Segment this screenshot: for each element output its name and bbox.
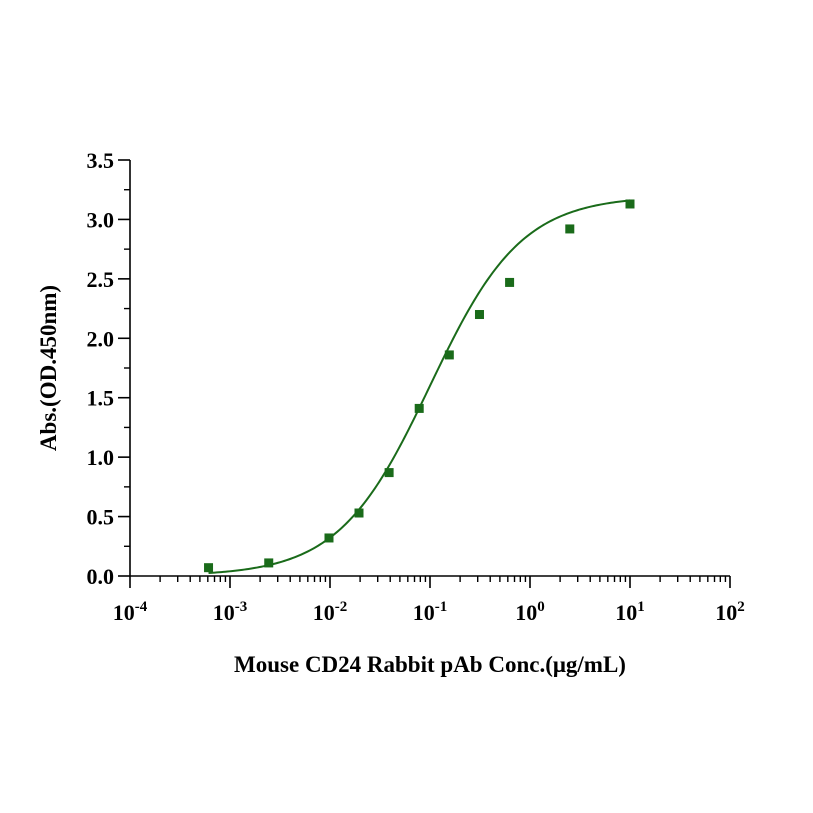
y-tick-label: 0.5 — [87, 505, 115, 530]
data-point — [505, 277, 515, 287]
x-tick-label: 10-2 — [313, 599, 348, 625]
data-point — [565, 224, 575, 234]
x-tick-label: 10-1 — [413, 599, 448, 625]
x-tick-label: 10-3 — [213, 599, 248, 625]
y-tick-label: 0.0 — [87, 564, 115, 589]
data-point — [204, 563, 214, 573]
data-point — [264, 558, 274, 568]
data-point — [324, 533, 334, 543]
x-axis-title: Mouse CD24 Rabbit pAb Conc.(μg/mL) — [234, 652, 626, 677]
data-point — [625, 199, 635, 209]
fit-curve — [208, 199, 631, 575]
x-axis: 10-4 10-3 10-2 10-1 100 101 102 — [113, 575, 745, 625]
data-points — [204, 199, 635, 573]
x-tick-label: 100 — [515, 599, 545, 625]
y-tick-label: 1.0 — [87, 445, 115, 470]
x-tick-label: 102 — [715, 599, 745, 625]
y-tick-label: 3.5 — [87, 148, 115, 173]
data-point — [384, 468, 394, 478]
x-tick-label: 101 — [615, 599, 645, 625]
y-tick-label: 2.0 — [87, 326, 115, 351]
data-point — [354, 508, 364, 518]
data-point — [414, 403, 424, 413]
y-axis: 0.0 0.5 1.0 1.5 2.0 2.5 3.0 3.5 — [87, 148, 131, 589]
y-tick-label: 2.5 — [87, 267, 115, 292]
data-point — [444, 350, 454, 360]
data-point — [474, 310, 484, 320]
y-tick-label: 1.5 — [87, 386, 115, 411]
x-tick-label: 10-4 — [113, 599, 148, 625]
y-axis-title: Abs.(OD.450nm) — [36, 285, 61, 451]
y-tick-label: 3.0 — [87, 207, 115, 232]
